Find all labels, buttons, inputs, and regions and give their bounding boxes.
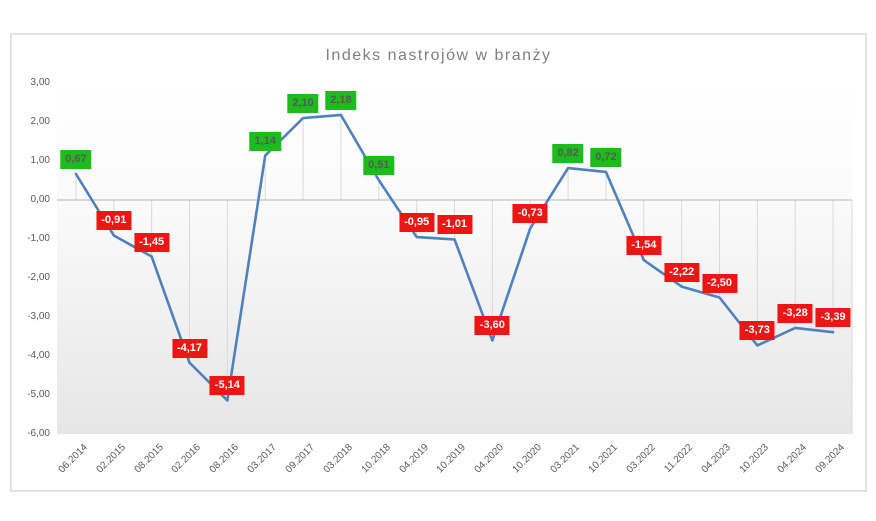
negative-value-label: -4,17: [171, 338, 208, 358]
positive-value-label: 1,14: [249, 131, 281, 151]
y-tick-label: -1,00: [27, 233, 50, 244]
positive-value-label: 0,82: [552, 144, 584, 164]
negative-value-label: -5,14: [209, 376, 245, 396]
negative-value-label: -1,01: [436, 215, 473, 235]
negative-value-label: -3,60: [474, 316, 510, 336]
negative-value-label: -1,54: [626, 236, 662, 256]
y-tick-label: 1,00: [30, 155, 50, 166]
sentiment-index-line: [74, 113, 835, 402]
y-tick-label: 2,00: [30, 116, 50, 127]
y-tick-label: 3,00: [30, 77, 50, 88]
negative-value-label: -0,73: [512, 204, 548, 224]
negative-value-label: -3,28: [777, 303, 813, 323]
y-tick-label: -4,00: [27, 350, 50, 361]
y-tick-label: -3,00: [27, 311, 50, 322]
negative-value-label: -1,45: [134, 232, 170, 252]
positive-value-label: 0,67: [60, 149, 92, 169]
negative-value-label: -0,91: [96, 211, 132, 231]
y-tick-label: 0,00: [30, 194, 50, 205]
y-tick-label: -6,00: [27, 428, 50, 439]
positive-value-label: 2,18: [325, 90, 357, 110]
negative-value-label: -3,73: [739, 321, 775, 341]
positive-value-label: 0,51: [363, 156, 395, 176]
chart-title: Indeks nastrojów w branży: [325, 47, 552, 64]
negative-value-label: -2,50: [701, 273, 738, 293]
positive-value-label: 2,10: [287, 94, 319, 114]
negative-value-label: -3,39: [815, 308, 851, 328]
negative-value-label: -2,22: [664, 262, 700, 282]
y-tick-label: -5,00: [27, 389, 50, 400]
negative-value-label: -0,95: [399, 213, 435, 233]
positive-value-label: 0,72: [590, 147, 622, 167]
y-tick-label: -2,00: [27, 272, 50, 283]
